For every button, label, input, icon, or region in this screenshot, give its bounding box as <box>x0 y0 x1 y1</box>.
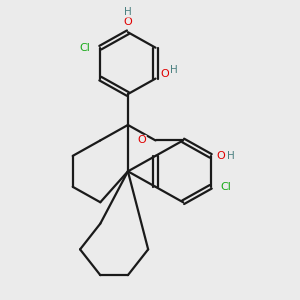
Text: H: H <box>170 64 178 74</box>
Text: O: O <box>217 151 225 161</box>
Text: H: H <box>227 151 235 161</box>
Text: Cl: Cl <box>221 182 232 192</box>
Text: Cl: Cl <box>80 43 90 53</box>
Text: O: O <box>160 69 169 79</box>
Text: O: O <box>124 17 132 27</box>
Text: O: O <box>137 135 146 146</box>
Text: H: H <box>124 7 132 17</box>
